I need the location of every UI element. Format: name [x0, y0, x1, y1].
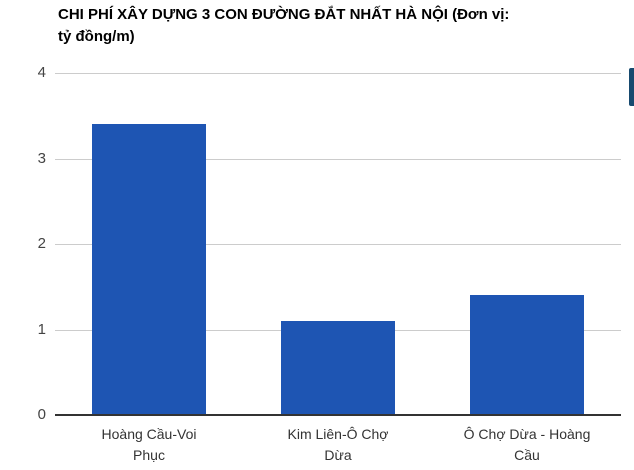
gridline-y3 — [55, 159, 621, 160]
x-axis-category-label-line: Dừa — [324, 447, 352, 463]
y-axis-tick-label-3: 3 — [37, 150, 46, 167]
gridline-y4 — [55, 73, 621, 74]
y-axis-tick-label-4: 4 — [37, 64, 46, 81]
x-axis-category-label-line: Cầu — [514, 447, 540, 463]
y-axis-tick-label-0: 0 — [37, 406, 46, 423]
scrollbar-thumb[interactable] — [629, 68, 634, 106]
chart-title-line2: tỷ đồng/m) — [58, 28, 135, 45]
y-axis-tick-label-2: 2 — [37, 235, 46, 252]
chart-title: CHI PHÍ XÂY DỰNG 3 CON ĐƯỜNG ĐẮT NHẤT HÀ… — [58, 4, 509, 48]
x-axis-category-label-line: Phục — [133, 447, 165, 463]
gridline-y2 — [55, 244, 621, 245]
x-axis-category-label-line: Hoàng Cầu-Voi — [101, 426, 197, 442]
x-axis-category-label-2: Kim Liên-Ô Chợ Dừa — [248, 424, 428, 466]
x-axis-category-label-line: Ô Chợ Dừa - Hoàng — [463, 426, 591, 442]
bar-1[interactable] — [92, 124, 206, 414]
chart-title-line1: CHI PHÍ XÂY DỰNG 3 CON ĐƯỜNG ĐẮT NHẤT HÀ… — [58, 6, 510, 23]
x-axis-category-label-1: Hoàng Cầu-Voi Phục — [59, 424, 239, 466]
y-axis-tick-label-1: 1 — [37, 321, 46, 338]
bar-2[interactable] — [281, 321, 395, 414]
x-axis-category-label-3: Ô Chợ Dừa - Hoàng Cầu — [437, 424, 617, 466]
bar-3[interactable] — [470, 295, 584, 414]
x-axis-category-label-line: Kim Liên-Ô Chợ — [287, 426, 389, 442]
x-axis-line — [55, 414, 621, 416]
